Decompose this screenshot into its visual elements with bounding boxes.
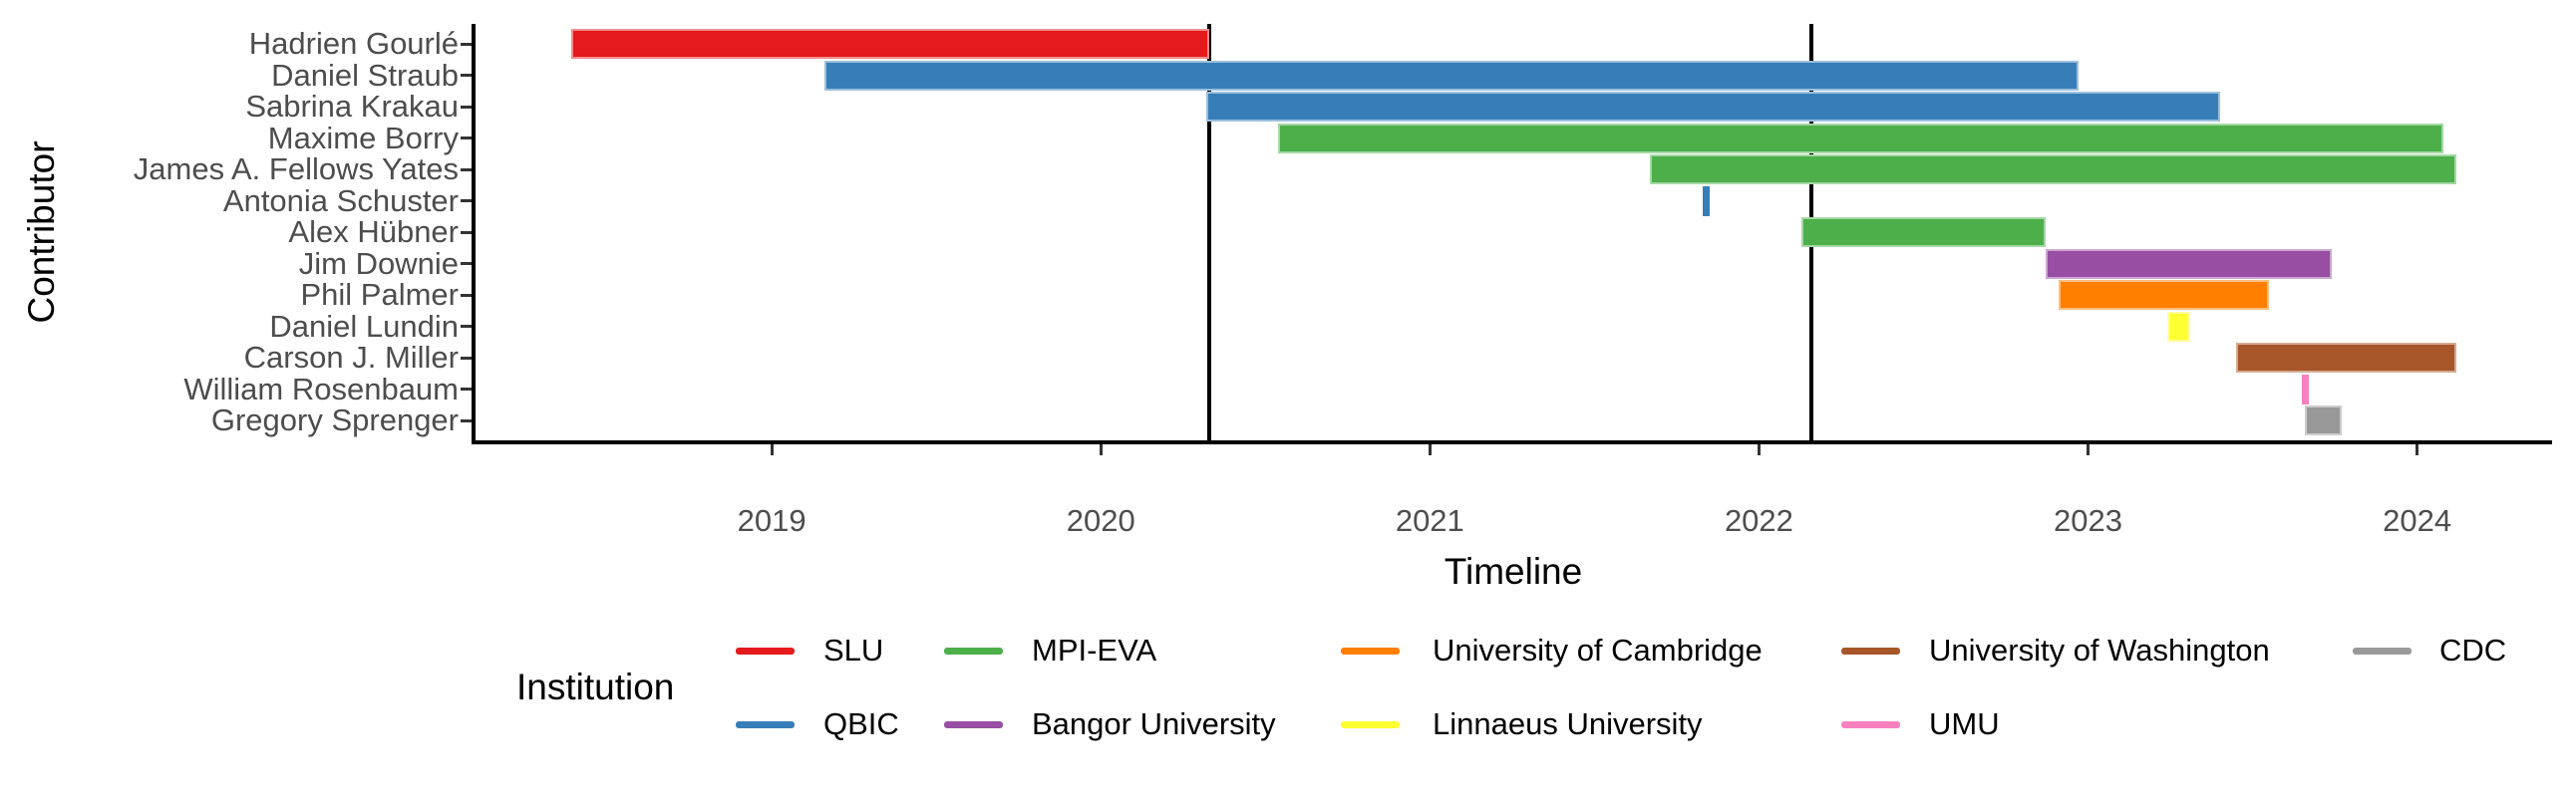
legend-key [1341,720,1400,728]
y-tick-label: Phil Palmer [300,277,460,312]
legend-label: Bangor University [1032,706,1276,741]
x-tick-label: 2021 [1395,503,1464,538]
x-tick-mark [2087,444,2091,455]
y-tick-mark [461,418,472,422]
gantt-bar [2058,280,2270,310]
legend-key [944,647,1003,655]
legend-label: University of Cambridge [1433,633,1763,668]
legend-label: QBIC [823,706,899,741]
y-tick-label: Gregory Sprenger [210,403,459,437]
x-tick-mark [2415,444,2419,455]
x-tick-mark [1757,444,1761,455]
y-tick-label: Sabrina Krakau [245,89,459,124]
gantt-bar [1650,154,2457,184]
y-tick-label: Jim Downie [298,245,459,281]
gantt-bar [570,29,1210,59]
x-tick-label: 2022 [1724,503,1793,538]
y-tick-mark [461,199,472,202]
y-tick-label: Hadrien Gourlé [248,26,459,61]
y-axis-title: Contributor [21,140,62,324]
legend-key [736,720,795,728]
gantt-bar [1703,185,1710,216]
legend-key [2353,647,2412,655]
gantt-bar [2305,405,2342,435]
y-tick-mark [461,167,472,171]
x-tick-label: 2020 [1066,503,1135,538]
x-axis-title: Timeline [1444,551,1583,592]
y-tick-label: William Rosenbaum [183,371,459,406]
gantt-bar [2236,343,2457,373]
legend-key [1841,720,1900,728]
legend-label: University of Washington [1929,633,2270,668]
x-tick-mark [1099,444,1103,455]
y-tick-mark [461,105,472,109]
x-tick-label: 2019 [737,503,806,538]
legend-key [1841,647,1900,655]
legend-title: Institution [516,667,675,707]
y-tick-label: Antonia Schuster [222,182,459,218]
y-tick-label: Daniel Lundin [269,308,459,344]
y-tick-mark [461,293,472,297]
gantt-bar [2302,374,2309,404]
y-tick-mark [461,388,472,391]
y-tick-mark [461,136,472,139]
legend-key [944,720,1003,728]
y-tick-mark [461,356,472,360]
x-tick-mark [770,444,774,455]
gantt-bar [1278,123,2444,153]
legend-label: Linnaeus University [1433,706,1703,741]
x-tick-label: 2023 [2054,503,2123,538]
y-axis-line [472,24,476,444]
gantt-bar [2045,248,2332,279]
legend-label: UMU [1929,706,2000,741]
legend-key [1341,647,1400,655]
gantt-bar [1205,92,2220,122]
x-axis-line [472,440,2552,444]
y-tick-mark [461,42,472,46]
y-tick-label: Daniel Straub [271,57,459,93]
y-tick-mark [461,230,472,234]
y-tick-label: Alex Hübner [288,214,459,249]
gantt-bar [1801,217,2046,247]
y-tick-label: James A. Fellows Yates [133,151,459,186]
y-tick-mark [461,262,472,265]
y-tick-mark [461,325,472,328]
y-tick-label: Maxime Borry [267,120,459,155]
legend-label: MPI-EVA [1032,633,1157,668]
gantt-bar [2166,311,2190,342]
legend-label: CDC [2439,633,2507,668]
x-tick-label: 2024 [2383,503,2452,538]
y-tick-label: Carson J. Miller [243,340,459,375]
legend-key [736,647,795,655]
legend-label: SLU [823,633,884,668]
x-tick-mark [1428,444,1432,455]
gantt-bar [823,60,2079,91]
milestone-line [1207,24,1212,440]
y-tick-mark [461,74,472,77]
